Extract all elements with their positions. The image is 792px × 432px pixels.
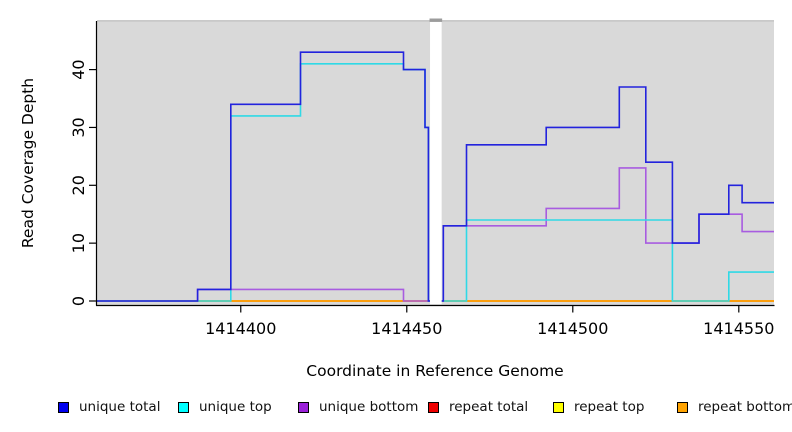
x-tick-label: 1414550 (703, 319, 774, 338)
series-line-unique-total (441, 86, 774, 302)
chart-legend: unique total unique top unique bottom repea… (0, 396, 792, 416)
y-tick-label: 10 (69, 233, 88, 253)
y-tick-label: 20 (69, 175, 88, 195)
coverage-gap-band (430, 21, 442, 305)
y-tick-label: 0 (69, 296, 88, 306)
legend-label: repeat total (449, 399, 529, 415)
legend-item-repeat-total: repeat total (428, 399, 528, 415)
legend-item-unique-top: unique top (178, 399, 272, 415)
legend-label: repeat bottom (698, 399, 792, 415)
legend-label: repeat top (574, 399, 645, 415)
y-axis-title: Read Coverage Depth (19, 78, 37, 248)
legend-swatch-icon (428, 401, 439, 413)
y-tick-label: 40 (69, 59, 88, 79)
legend-swatch-icon (677, 401, 688, 413)
legend-swatch-icon (178, 401, 189, 413)
legend-label: unique bottom (319, 399, 419, 415)
legend-item-unique-bottom: unique bottom (298, 399, 418, 415)
legend-swatch-icon (298, 401, 309, 413)
x-tick-label: 1414450 (371, 319, 442, 338)
legend-item-repeat-top: repeat top (553, 399, 644, 415)
legend-label: unique total (79, 399, 161, 415)
legend-swatch-icon (553, 401, 564, 413)
coverage-gap-cap (429, 18, 443, 22)
legend-swatch-icon (58, 401, 69, 413)
x-axis-title: Coordinate in Reference Genome (306, 362, 563, 380)
y-tick-label: 30 (69, 117, 88, 137)
legend-item-unique-total: unique total (58, 399, 160, 415)
plot-area: 1414400 1414450 1414500 1414550 0 10 20 30 40 Co… (19, 18, 775, 380)
x-tick-label: 1414400 (205, 319, 276, 338)
series-line-unique-top (441, 219, 774, 302)
legend-item-repeat-bottom: repeat bottom (677, 399, 792, 415)
legend-label: unique top (199, 399, 272, 415)
x-tick-label: 1414500 (537, 319, 608, 338)
series-line-unique-total (97, 51, 430, 302)
